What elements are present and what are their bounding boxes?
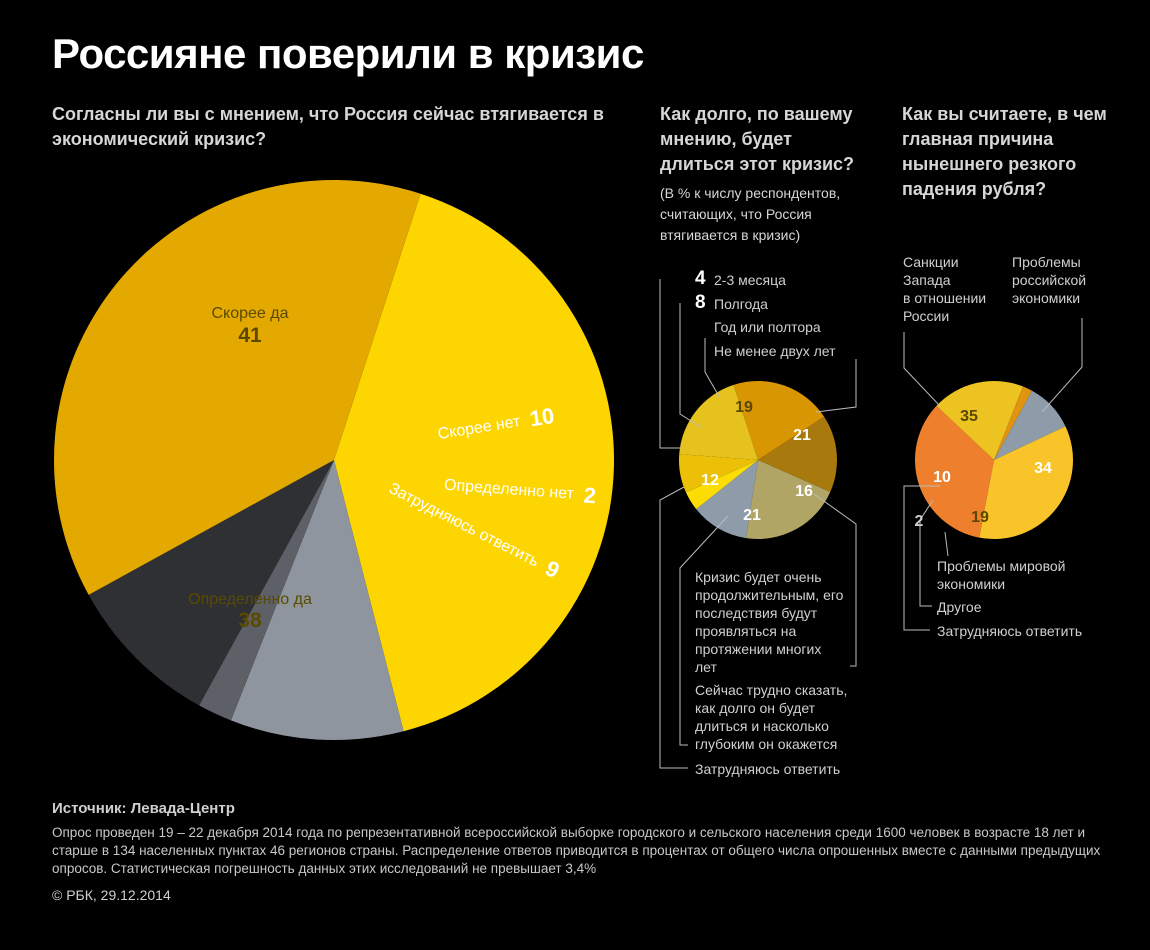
pie-slice [199,460,334,721]
slice-value-world-economy: 19 [971,509,989,526]
duration-label-long: Кризис будет очень продолжительным, его по… [695,569,844,675]
cause-label-sanctions: Санкции Запада в отношении России [903,254,986,324]
pie-slice [696,460,758,539]
duration-label-2-3-months: 2-3 месяца [714,272,786,288]
slice-value-year: 19 [735,399,753,416]
pie-slice [979,426,1074,539]
pie-slice [230,460,404,741]
copyright: © РБК, 29.12.2014 [52,887,171,903]
pie-slice [679,454,758,493]
pie-slice [994,386,1033,460]
cause-label-world-economy: Проблемы мировой экономики [937,558,1065,592]
pie-chart-crisis-duration [679,381,838,539]
slice-label-opr-da: Определенно да [188,591,312,608]
duration-label-year: Год или полтора [714,319,821,335]
question-2: Как долго, по вашему мнению, будет длить… [660,104,855,174]
pie-slice [994,390,1066,460]
slice-value-sanctions: 35 [960,408,978,425]
cause-label-other: Другое [937,599,982,615]
pie-slice [733,381,825,460]
slice-value-opr-net: 2 [583,482,597,508]
cause-label-dont-know: Затрудняюсь ответить [937,623,1082,639]
pie-chart-agree-crisis [54,180,615,741]
slice-value-dont-know: 12 [701,472,719,489]
duration-value-half-year: 8 [695,292,706,313]
pie-chart-ruble-cause [915,381,1074,539]
slice-value-skoree-da: 41 [238,324,262,347]
slice-label-skoree-da: Скорее да [211,305,288,322]
duration-label-hard-to-say: Сейчас трудно сказать, как долго он будет… [695,682,847,752]
cause-label-russian-economy: Проблемы российской экономики [1012,254,1086,306]
question-1: Согласны ли вы с мнением, что Россия сей… [52,104,604,149]
duration-value-2-3-months: 4 [695,268,706,289]
pie-slice [746,460,831,539]
duration-label-dont-know: Затрудняюсь ответить [695,761,840,777]
pie-slice [54,180,421,595]
pie-slice [88,460,335,706]
pie-slice [915,405,994,538]
slice-value-skoree-net: 10 [528,403,556,432]
slice-value-other: 2 [915,513,924,530]
duration-label-half-year: Полгода [714,296,768,312]
pie-slice [679,384,758,460]
slice-value-dont-know-3: 10 [933,469,951,486]
slice-value-two-years: 21 [793,427,811,444]
duration-label-two-years: Не менее двух лет [714,343,836,359]
slice-value-hard-to-say: 21 [743,507,761,524]
pie-slice [936,381,1024,460]
pie-slice [685,460,758,510]
pie-slice [334,193,615,732]
slice-value-russian-economy: 34 [1034,460,1052,477]
slice-value-opr-da: 38 [238,609,262,632]
question-3: Как вы считаете, в чем главная причина н… [902,104,1107,199]
slice-value-long: 16 [795,483,813,500]
page-title: Россияне поверили в кризис [52,30,644,77]
question-2-note: (В % к числу респондентов, считающих, чт… [660,185,841,243]
survey-note: Опрос проведен 19 – 22 декабря 2014 года… [52,825,1101,876]
source: Источник: Левада-Центр [52,800,235,817]
pie-slice [758,416,838,492]
